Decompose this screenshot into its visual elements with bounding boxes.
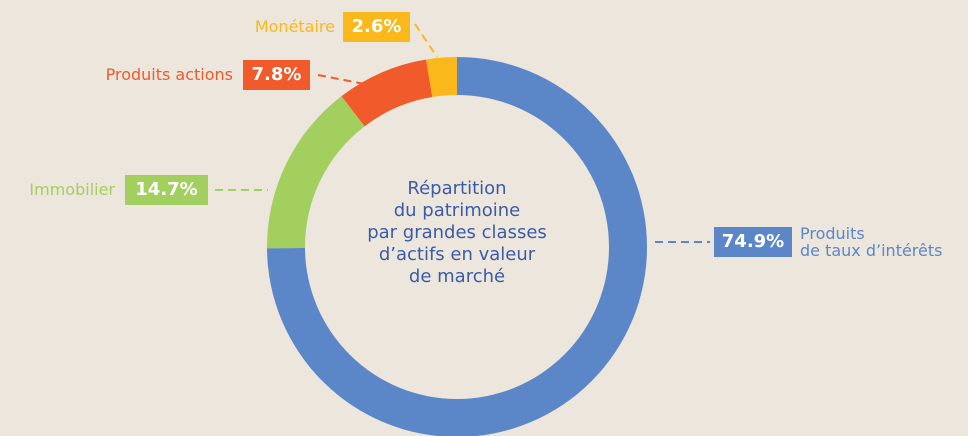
value-label: 74.9% [714, 227, 792, 257]
value-label: 2.6% [343, 12, 410, 42]
value-label: 14.7% [125, 175, 208, 205]
category-label: Monétaire [254, 17, 335, 36]
value-label: 7.8% [243, 60, 310, 90]
leader-line [414, 23, 438, 58]
chart-title: Répartition du patrimoine par grandes cl… [367, 178, 547, 287]
slice [426, 57, 457, 98]
slice [267, 96, 365, 249]
category-label: Produits actions [105, 65, 233, 84]
category-label: Produits de taux d’intérêts [800, 224, 943, 260]
category-label: Immobilier [29, 180, 115, 199]
slice [341, 59, 433, 127]
leader-line [317, 74, 371, 86]
